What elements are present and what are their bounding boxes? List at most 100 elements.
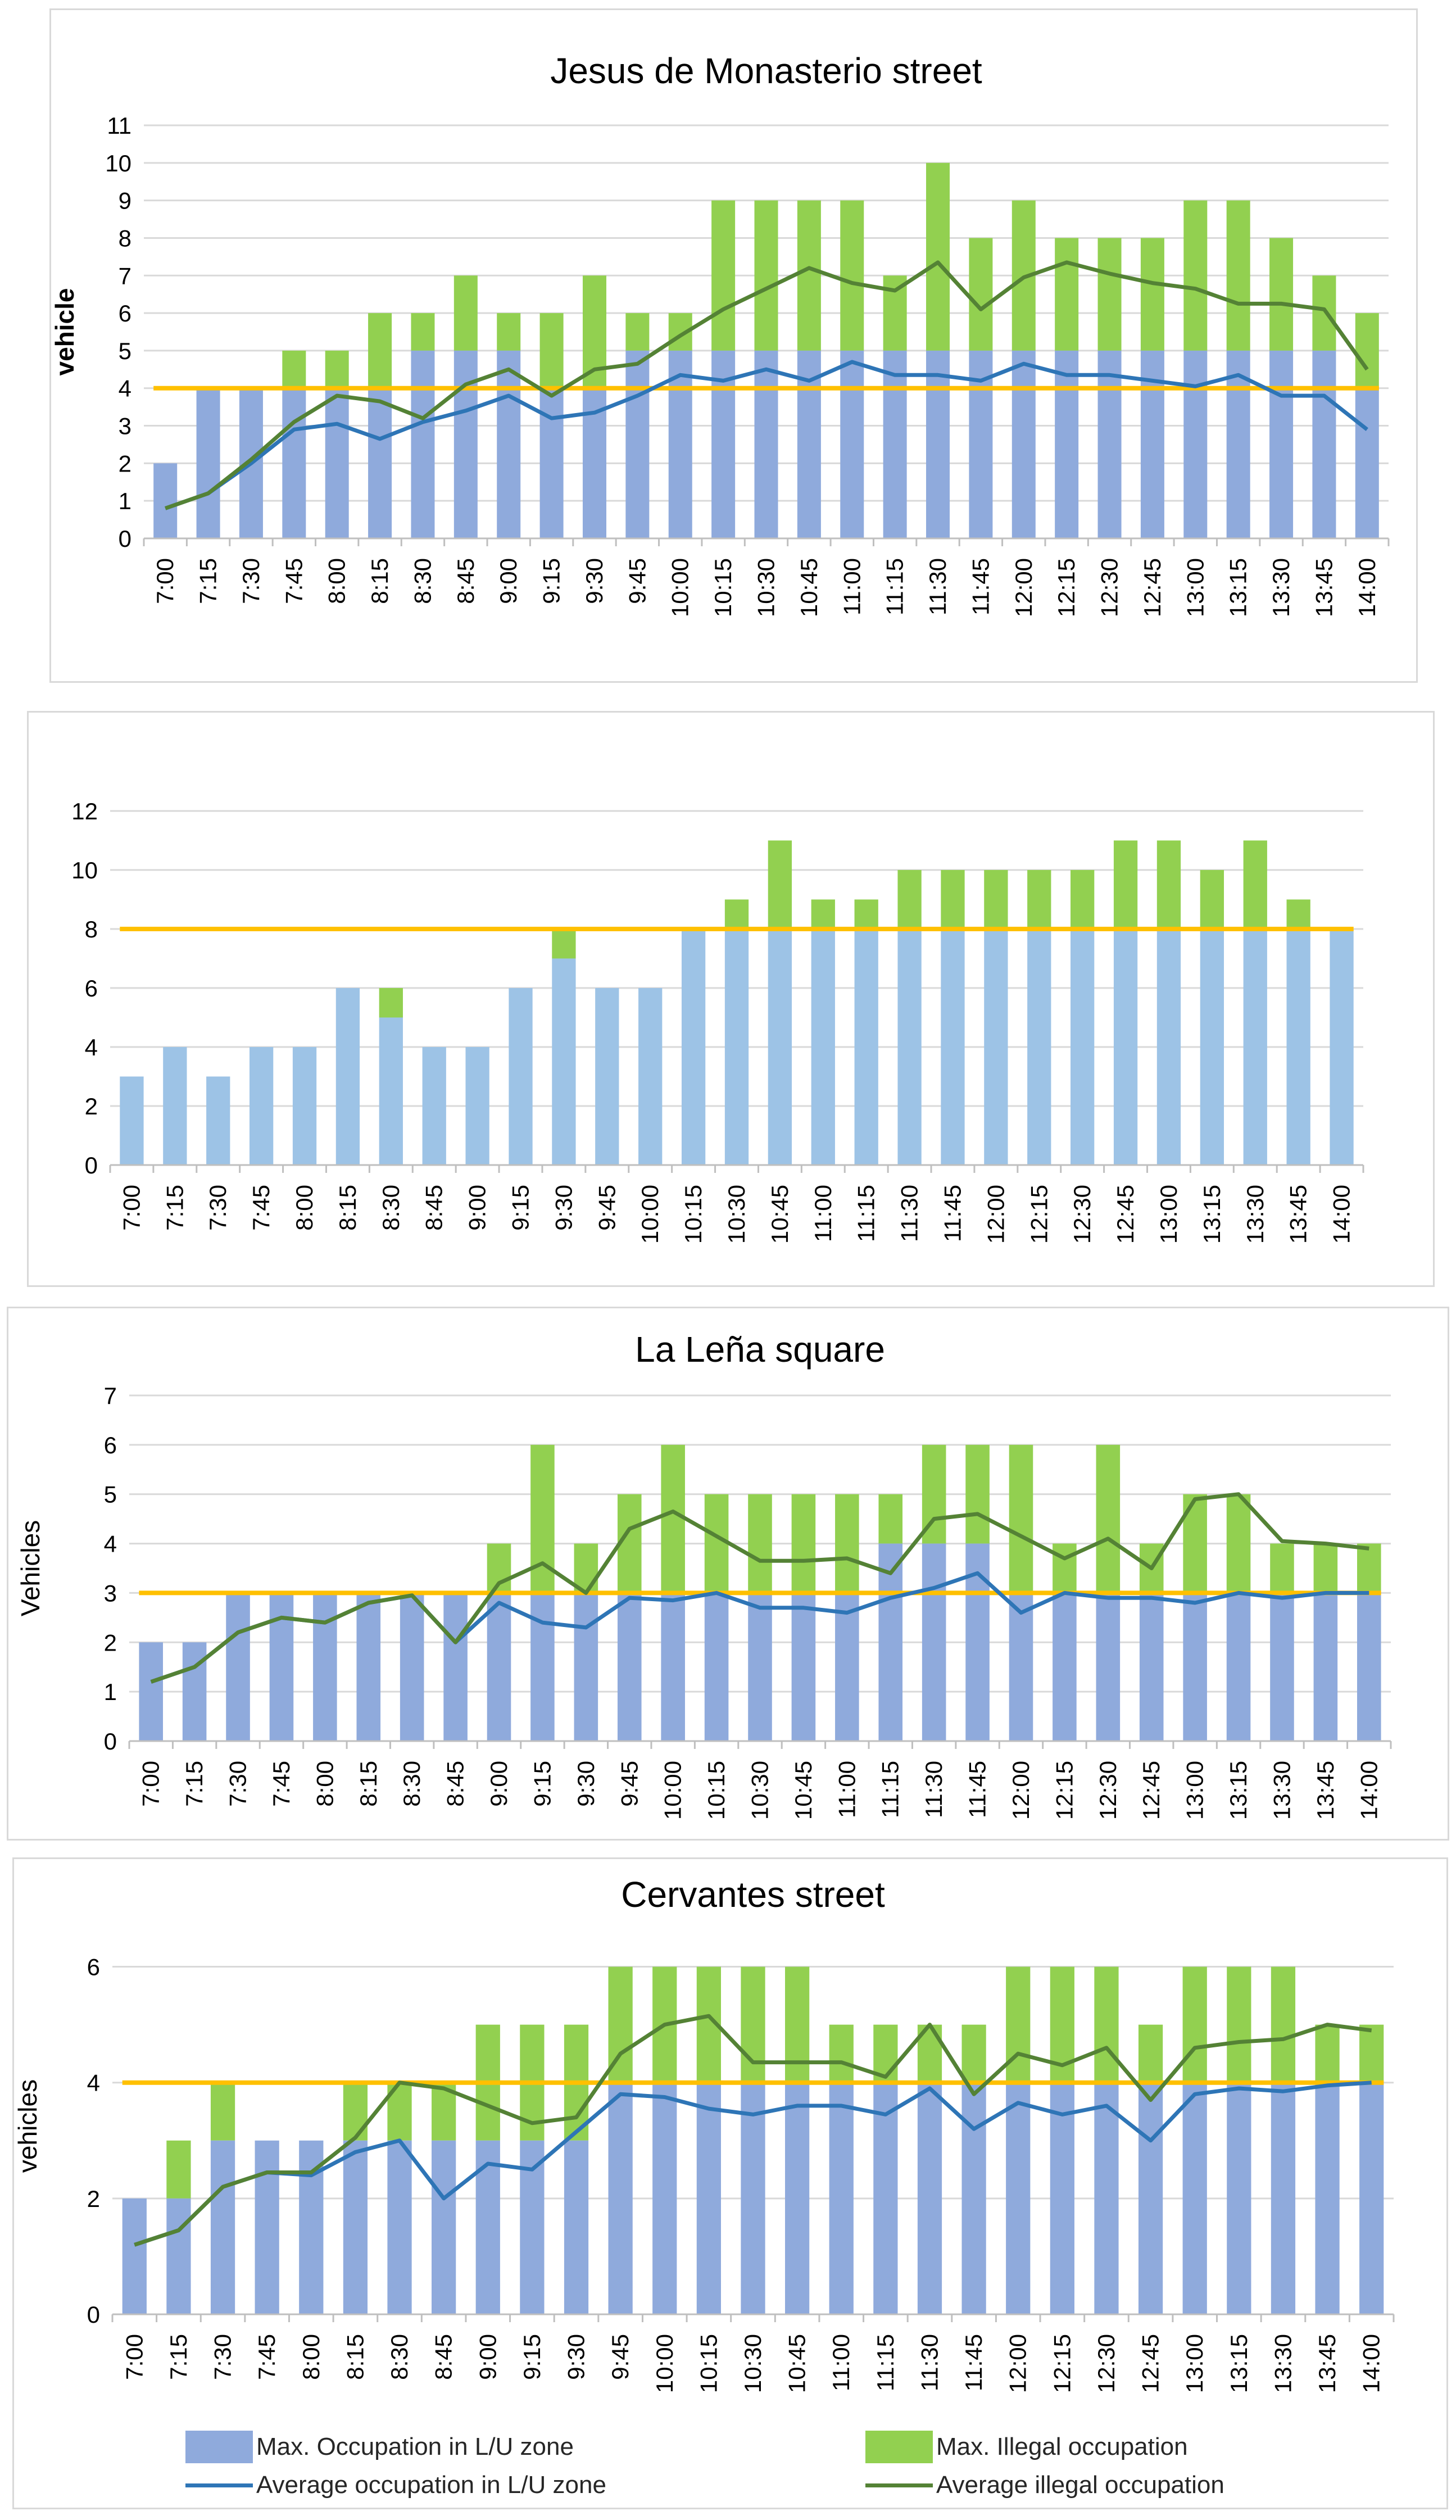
x-tick-label: 8:45 (421, 1185, 447, 1231)
y-tick-label: 6 (85, 975, 98, 1001)
y-axis-label: vehicle (51, 288, 79, 376)
x-tick-label: 12:30 (1095, 1761, 1121, 1820)
bar-lu (883, 350, 907, 538)
bar-lu (1227, 2082, 1251, 2314)
y-tick-label: 0 (104, 1728, 117, 1755)
x-tick-label: 13:15 (1226, 2334, 1252, 2393)
x-tick-label: 7:30 (210, 2334, 236, 2380)
line-avg-illegal (134, 2014, 1372, 2247)
y-axis-label: vehicles (14, 2079, 42, 2173)
bar-lu (741, 2082, 765, 2314)
bar-lu (1357, 1593, 1381, 1741)
x-tick-label: 13:45 (1285, 1185, 1312, 1244)
bar-illegal (897, 870, 922, 929)
bar-illegal (325, 350, 349, 388)
x-tick-label: 12:30 (1093, 2334, 1119, 2393)
x-tick-label: 9:45 (624, 558, 650, 604)
x-tick-label: 11:15 (853, 1185, 879, 1242)
bar-illegal (741, 1966, 765, 2083)
x-tick-label: 13:30 (1268, 558, 1294, 617)
x-tick-label: 7:15 (195, 558, 221, 604)
x-tick-label: 8:30 (386, 2334, 412, 2380)
x-tick-label: 12:00 (1005, 2334, 1031, 2393)
bar-illegal (748, 1494, 772, 1593)
bar-lu (368, 388, 392, 538)
bar-lu (1286, 929, 1310, 1165)
bar-lu (1270, 1593, 1294, 1741)
x-tick-label: 8:15 (342, 2334, 368, 2380)
bar-illegal (574, 1543, 598, 1593)
bar-lu (166, 2198, 191, 2314)
bar-illegal (1312, 275, 1336, 351)
bar-lu (443, 1593, 468, 1741)
chart-panel-jesus-de-monasterio: 0 1 2 3 4 5 6 7 8 9 10 11 Jesus de Monasterio street… (49, 8, 1418, 683)
y-tick-label: 1 (119, 488, 131, 514)
y-tick-label: 0 (87, 2301, 100, 2328)
bar-lu (1271, 2082, 1296, 2314)
y-tick-label: 9 (119, 188, 131, 214)
bar-illegal (1315, 2024, 1340, 2083)
x-tick-label: 10:45 (784, 2334, 810, 2393)
bar-lu (1269, 350, 1294, 538)
bar-lu (748, 1593, 772, 1741)
bar-illegal (811, 899, 835, 929)
bar-lu (379, 1017, 403, 1165)
bar-lu (754, 350, 778, 538)
bar-illegal (1097, 238, 1122, 351)
bar-lu (530, 1593, 555, 1741)
bar-illegal (1226, 200, 1250, 351)
bar-illegal (704, 1494, 729, 1593)
bar-lu (292, 1047, 317, 1165)
bar-illegal (969, 238, 993, 351)
bar-lu (282, 388, 306, 538)
bar-lu (210, 2140, 235, 2314)
bar-lu (768, 929, 792, 1165)
chart-panel-cervantes: 0 2 4 6 Cervantes street vehicles 7:00 7:15 7:30… (12, 1857, 1448, 2509)
bar-lu (139, 1642, 163, 1741)
x-tick-label: 13:00 (1182, 1761, 1208, 1820)
x-tick-label: 10:15 (703, 1761, 729, 1820)
bar-lu (1097, 350, 1122, 538)
bar-lu (325, 388, 349, 538)
bar-illegal (661, 1444, 685, 1593)
legend-item-avg-lu: Average occupation in L/U zone (185, 2471, 606, 2499)
bar-lu (835, 1593, 859, 1741)
x-tick-label: 12:45 (1137, 2334, 1164, 2393)
y-tick-label: 8 (119, 225, 131, 251)
bar-lu (724, 929, 749, 1165)
chart-panel-la-lena: 0 1 2 3 4 5 6 7 La Leña square Vehicles 7:00 7:15 7:… (7, 1307, 1449, 1841)
y-tick-label: 10 (105, 150, 131, 176)
bar-illegal (166, 2140, 191, 2199)
x-tick-label: 7:00 (152, 558, 178, 604)
line-avg-lu (134, 2081, 1372, 2247)
bar-illegal (961, 2024, 986, 2083)
bar-lu (608, 2082, 633, 2314)
bar-lu (539, 388, 564, 538)
bar-lu (400, 1593, 424, 1741)
bar-lu (1006, 2082, 1031, 2314)
x-tick-label: 8:45 (452, 558, 479, 604)
x-tick-label: 7:45 (253, 2334, 280, 2380)
bar-lu (1183, 350, 1208, 538)
bar-lu (1359, 2082, 1384, 2314)
y-axis-label: Vehicles (16, 1520, 45, 1616)
bar-lu (941, 929, 965, 1165)
bar-lu (791, 1593, 816, 1741)
x-tick-label: 13:15 (1225, 558, 1251, 617)
bar-illegal (1286, 899, 1310, 929)
chart-la-lena-square: 0 1 2 3 4 5 6 7 La Leña square Vehicles 7:00 7:15 7:… (16, 1329, 1392, 1820)
bar-lu (509, 988, 533, 1165)
bar-illegal (1313, 1543, 1338, 1593)
legend-swatch-avg-illegal (865, 2483, 933, 2487)
x-tick-label: 13:30 (1269, 2334, 1296, 2393)
x-tick-label: 12:45 (1138, 1761, 1164, 1820)
bar-illegal (1113, 840, 1138, 929)
bar-lu (897, 929, 922, 1165)
bar-lu (617, 1593, 642, 1741)
bar-illegal (926, 162, 950, 351)
bar-lu (487, 1593, 511, 1741)
x-tick-label: 11:15 (872, 2334, 899, 2391)
bar-lu (704, 1593, 729, 1741)
x-tick-label: 12:15 (1049, 2334, 1075, 2393)
bar-illegal (1071, 870, 1095, 929)
